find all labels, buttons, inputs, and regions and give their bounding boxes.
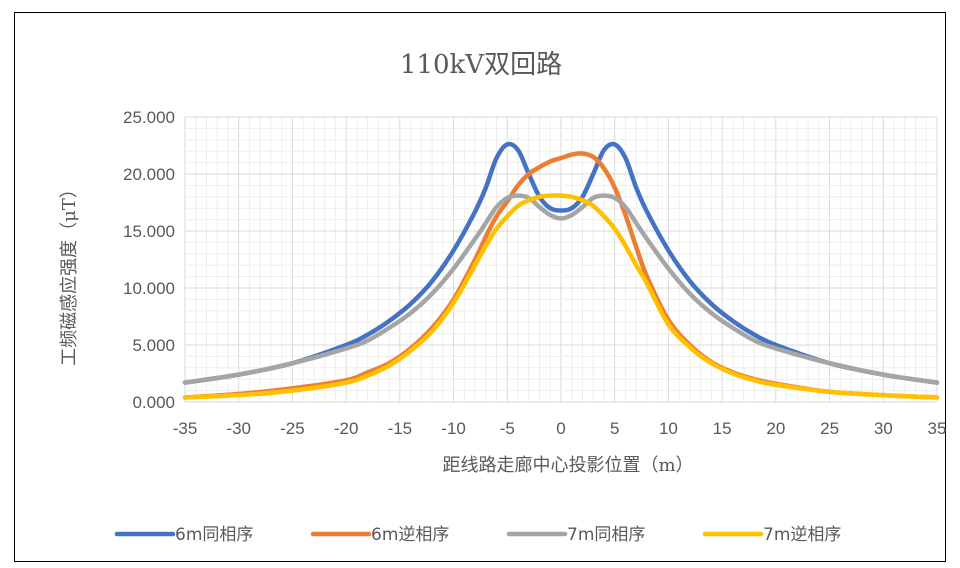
x-tick-label: 35 [928,419,947,438]
y-tick-label: 15.000 [123,222,175,241]
y-tick-label: 5.000 [132,336,175,355]
x-tick-label: -25 [280,419,305,438]
line-chart: 110kV双回路 0.000 5.000 10.000 15.000 20.000 25.… [59,50,947,545]
series-lines [182,141,940,400]
x-tick-label: 15 [713,419,732,438]
x-tick-label: 10 [659,419,678,438]
y-tick-label: 20.000 [123,165,175,184]
x-tick-label: 25 [820,419,839,438]
series-line-4 [182,193,940,400]
y-tick-label: 25.000 [123,108,175,127]
legend: 6m同相序 6m逆相序 7m同相序 7m逆相序 [114,525,841,545]
x-tick-label: -15 [388,419,413,438]
x-tick-label: 30 [874,419,893,438]
y-tick-label: 0.000 [132,393,175,412]
x-tick-label: -20 [334,419,359,438]
x-tick-label: 20 [766,419,785,438]
x-tick-label: 5 [610,419,619,438]
grid [184,116,938,403]
x-tick-label: -30 [226,419,251,438]
legend-label: 7m逆相序 [763,525,841,545]
x-axis-label: 距线路走廊中心投影位置（m） [442,455,693,476]
y-tick-label: 10.000 [123,279,175,298]
legend-label: 6m同相序 [175,525,253,545]
x-tick-label: -5 [500,419,515,438]
x-tick-label: 0 [556,419,565,438]
x-tick-label: -35 [173,419,198,438]
series-line-3 [182,193,940,385]
x-tick-label: -10 [441,419,466,438]
chart-title: 110kV双回路 [400,50,562,80]
series-line-1 [182,141,940,385]
y-tick-labels: 0.000 5.000 10.000 15.000 20.000 25.000 [123,108,175,412]
y-axis-label: 工频磁感应强度（μT） [59,180,80,366]
chart-frame: 110kV双回路 0.000 5.000 10.000 15.000 20.000 25.… [14,12,946,562]
legend-label: 7m同相序 [567,525,645,545]
x-tick-labels: -35 -30 -25 -20 -15 -10 -5 0 5 10 15 20 25 30 35 [173,419,947,438]
legend-label: 6m逆相序 [371,525,449,545]
